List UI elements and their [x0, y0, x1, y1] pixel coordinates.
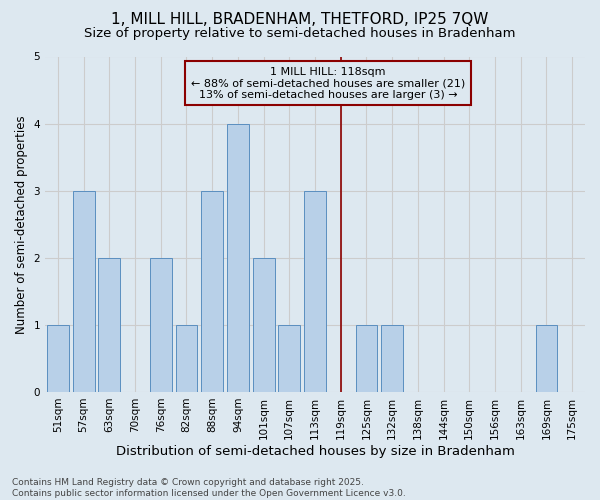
- Bar: [278, 325, 300, 392]
- Bar: [201, 190, 223, 392]
- Bar: [304, 190, 326, 392]
- Bar: [176, 325, 197, 392]
- Bar: [98, 258, 120, 392]
- Bar: [150, 258, 172, 392]
- Bar: [227, 124, 249, 392]
- Text: 1 MILL HILL: 118sqm
← 88% of semi-detached houses are smaller (21)
13% of semi-d: 1 MILL HILL: 118sqm ← 88% of semi-detach…: [191, 66, 465, 100]
- Text: Contains HM Land Registry data © Crown copyright and database right 2025.
Contai: Contains HM Land Registry data © Crown c…: [12, 478, 406, 498]
- Bar: [536, 325, 557, 392]
- Bar: [356, 325, 377, 392]
- Text: Size of property relative to semi-detached houses in Bradenham: Size of property relative to semi-detach…: [84, 28, 516, 40]
- X-axis label: Distribution of semi-detached houses by size in Bradenham: Distribution of semi-detached houses by …: [116, 444, 514, 458]
- Y-axis label: Number of semi-detached properties: Number of semi-detached properties: [15, 115, 28, 334]
- Text: 1, MILL HILL, BRADENHAM, THETFORD, IP25 7QW: 1, MILL HILL, BRADENHAM, THETFORD, IP25 …: [112, 12, 488, 28]
- Bar: [381, 325, 403, 392]
- Bar: [47, 325, 69, 392]
- Bar: [253, 258, 275, 392]
- Bar: [73, 190, 95, 392]
